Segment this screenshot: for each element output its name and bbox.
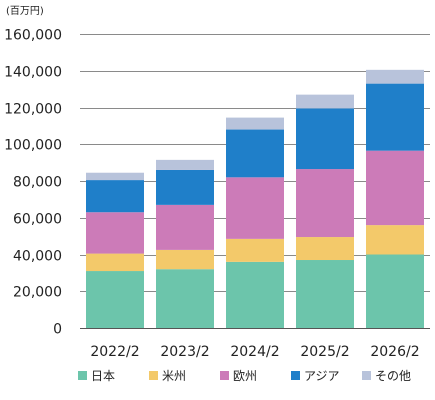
bar-segment <box>366 254 424 328</box>
bar-segment <box>156 249 214 270</box>
bar-segment <box>86 253 144 272</box>
bar-segment <box>296 108 354 170</box>
y-tick-label: 140,000 <box>4 65 62 81</box>
legend-item: 日本 <box>78 369 115 383</box>
bar-segment <box>296 94 354 109</box>
y-tick-label: 40,000 <box>13 249 62 265</box>
unit-label: (百万円) <box>6 5 44 17</box>
bar-segment <box>296 169 354 238</box>
bar-segment <box>226 117 284 130</box>
bar-segment <box>156 204 214 250</box>
bar-stack-2022-2 <box>86 172 144 328</box>
legend-label: 日本 <box>91 369 115 383</box>
bar-stack-2026-2 <box>366 69 424 328</box>
y-tick-label: 100,000 <box>4 138 62 154</box>
legend-label: アジア <box>304 369 340 383</box>
x-tick-label: 2022/2 <box>90 344 139 360</box>
x-tick-label: 2024/2 <box>230 344 279 360</box>
y-tick-label: 20,000 <box>13 285 62 301</box>
x-axis-ticks: 2022/2 2023/2 2024/2 2025/2 2026/2 <box>90 344 419 360</box>
y-tick-label: 0 <box>53 322 62 338</box>
bar-segment <box>366 69 424 84</box>
legend-item: 欧州 <box>220 369 257 383</box>
legend-label: 米州 <box>162 369 186 383</box>
x-tick-label: 2026/2 <box>370 344 419 360</box>
x-tick-label: 2023/2 <box>160 344 209 360</box>
bar-segment <box>226 129 284 178</box>
bar-segment <box>366 225 424 255</box>
bar-segment <box>86 212 144 254</box>
y-axis-ticks: 0 20,000 40,000 60,000 80,000 100,000 120,000 1… <box>4 28 62 338</box>
bar-stack-2024-2 <box>226 117 284 328</box>
bar-segment <box>156 269 214 328</box>
legend-swatch <box>362 371 371 380</box>
bar-segment <box>86 172 144 181</box>
bar-segment <box>366 150 424 226</box>
legend-swatch <box>78 371 87 380</box>
legend-label: その他 <box>375 369 411 383</box>
bar-segment <box>156 169 214 205</box>
bar-segment <box>296 260 354 328</box>
bar-stack-2023-2 <box>156 159 214 328</box>
x-tick-label: 2025/2 <box>300 344 349 360</box>
bar-stack-2025-2 <box>296 94 354 328</box>
legend-swatch <box>149 371 158 380</box>
y-tick-label: 60,000 <box>13 212 62 228</box>
bar-segment <box>296 237 354 261</box>
y-tick-label: 160,000 <box>4 28 62 44</box>
bars <box>86 69 424 328</box>
bar-segment <box>226 238 284 262</box>
bar-segment <box>366 83 424 151</box>
y-tick-label: 80,000 <box>13 175 62 191</box>
y-tick-label: 120,000 <box>4 102 62 118</box>
legend: 日本 米州 欧州 アジア その他 <box>78 369 411 383</box>
bar-segment <box>226 261 284 328</box>
bar-segment <box>156 159 214 170</box>
legend-swatch <box>220 371 229 380</box>
legend-label: 欧州 <box>233 369 257 383</box>
bar-segment <box>86 271 144 328</box>
legend-item: アジア <box>291 369 340 383</box>
legend-item: その他 <box>362 369 411 383</box>
bar-segment <box>226 177 284 239</box>
legend-swatch <box>291 371 300 380</box>
bar-segment <box>86 180 144 213</box>
legend-item: 米州 <box>149 369 186 383</box>
